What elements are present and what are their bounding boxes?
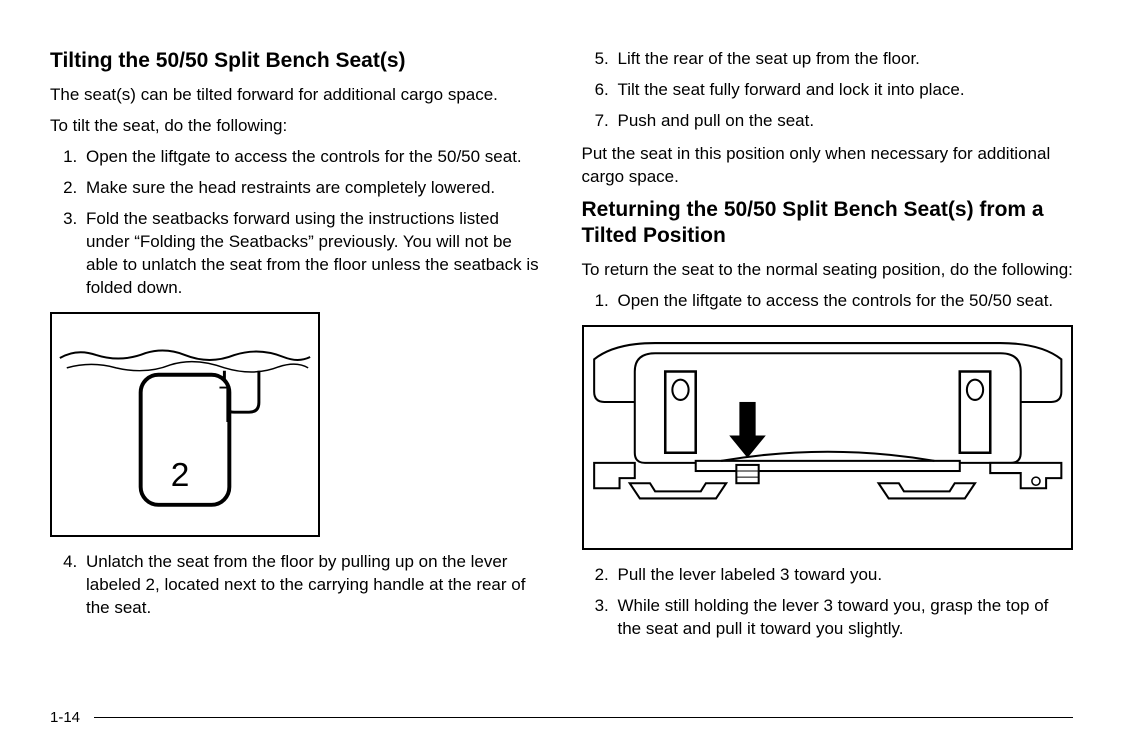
tilting-note: Put the seat in this position only when …: [582, 143, 1074, 189]
step-4: Unlatch the seat from the floor by pulli…: [82, 551, 542, 620]
figure-lever-2: 2: [50, 312, 320, 537]
step-1: Open the liftgate to access the controls…: [82, 146, 542, 169]
left-column: Tilting the 50/50 Split Bench Seat(s) Th…: [50, 48, 542, 651]
step-7: Push and pull on the seat.: [614, 110, 1074, 133]
footer-rule: [94, 717, 1073, 718]
seat-underside-illustration: [584, 327, 1072, 548]
returning-step-1: Open the liftgate to access the controls…: [582, 290, 1074, 313]
return-step-3: While still holding the lever 3 toward y…: [614, 595, 1074, 641]
page-number: 1-14: [50, 709, 80, 726]
tilting-intro-2: To tilt the seat, do the following:: [50, 115, 542, 138]
two-column-layout: Tilting the 50/50 Split Bench Seat(s) Th…: [50, 48, 1073, 651]
right-column: Lift the rear of the seat up from the fl…: [582, 48, 1074, 651]
heading-returning: Returning the 50/50 Split Bench Seat(s) …: [582, 197, 1074, 250]
lever-label-2: 2: [171, 457, 190, 494]
tilting-intro-1: The seat(s) can be tilted forward for ad…: [50, 84, 542, 107]
return-step-2: Pull the lever labeled 3 toward you.: [614, 564, 1074, 587]
step-3: Fold the seatbacks forward using the ins…: [82, 208, 542, 300]
returning-intro: To return the seat to the normal seating…: [582, 259, 1074, 282]
step-2: Make sure the head restraints are comple…: [82, 177, 542, 200]
step-5: Lift the rear of the seat up from the fl…: [614, 48, 1074, 71]
returning-steps-2-3: Pull the lever labeled 3 toward you. Whi…: [582, 564, 1074, 641]
step-6: Tilt the seat fully forward and lock it …: [614, 79, 1074, 102]
heading-tilting: Tilting the 50/50 Split Bench Seat(s): [50, 48, 542, 74]
lever-2-illustration: 2: [52, 312, 318, 537]
figure-seat-underside: [582, 325, 1074, 550]
page-footer: 1-14: [50, 709, 1073, 726]
tilting-steps-5-7: Lift the rear of the seat up from the fl…: [582, 48, 1074, 133]
tilting-steps-1-3: Open the liftgate to access the controls…: [50, 146, 542, 300]
tilting-step-4: Unlatch the seat from the floor by pulli…: [50, 551, 542, 620]
return-step-1: Open the liftgate to access the controls…: [614, 290, 1074, 313]
